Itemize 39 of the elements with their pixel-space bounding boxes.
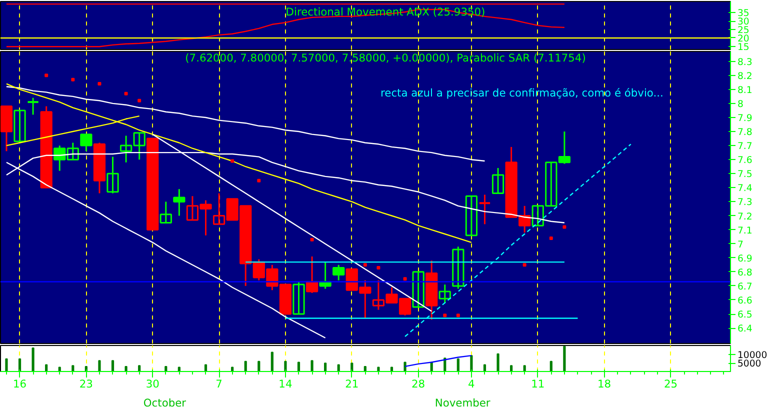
y-tick-label: 6.5 — [738, 310, 752, 321]
text: October — [143, 396, 187, 410]
y-tick-label: 5000 — [738, 358, 762, 370]
text: November — [434, 396, 491, 410]
y-tick-label: 25 — [738, 24, 750, 36]
y-tick-label: 8.2 — [738, 70, 752, 82]
y-tick-label: 7.5 — [738, 169, 752, 180]
x-tick-label: 14 — [278, 378, 292, 390]
y-tick-label: 6.6 — [738, 295, 752, 306]
y-tick-label: 20 — [738, 33, 750, 44]
y-tick-label: 7.8 — [738, 127, 752, 138]
x-tick-label: 23 — [79, 378, 93, 390]
y-tick-label: 7 — [738, 239, 744, 250]
chart-title: (7.62000, 7.80000, 7.57000, 7.58000, +0.00000), Parabolic SAR (7.11754) — [185, 52, 586, 64]
x-tick-label: 16 — [12, 378, 27, 390]
y-tick-label: 6.8 — [738, 267, 752, 278]
x-tick-label: 30 — [146, 378, 160, 390]
y-tick-label: 6.9 — [738, 253, 752, 264]
y-tick-label: 7.6 — [738, 155, 752, 166]
y-tick-label: 8.3 — [738, 56, 752, 68]
y-tick-label: 7.1 — [738, 225, 752, 236]
y-tick-label: 6.7 — [738, 281, 752, 292]
x-tick-label: 28 — [412, 378, 426, 390]
y-tick-label: 7.9 — [738, 112, 752, 124]
x-tick-label: 11 — [531, 378, 545, 390]
x-tick-label: 25 — [664, 378, 678, 390]
y-tick-label: 7.2 — [738, 211, 752, 222]
y-tick-label: 7.7 — [738, 141, 752, 152]
y-tick-label: 15 — [738, 42, 750, 53]
y-tick-label: 7.3 — [738, 197, 752, 208]
x-tick-label: 7 — [216, 378, 222, 390]
y-tick-label: 6.4 — [738, 324, 752, 335]
y-tick-label: 8.1 — [738, 84, 752, 96]
annotation: recta azul a precisar de confirmação, como é óbvio... — [380, 86, 664, 100]
x-tick-label: 18 — [598, 378, 612, 390]
y-tick-label: 8 — [738, 98, 744, 110]
y-tick-label: 7.4 — [738, 183, 752, 194]
x-tick-label: 4 — [468, 378, 476, 390]
x-tick-label: 21 — [345, 378, 359, 390]
